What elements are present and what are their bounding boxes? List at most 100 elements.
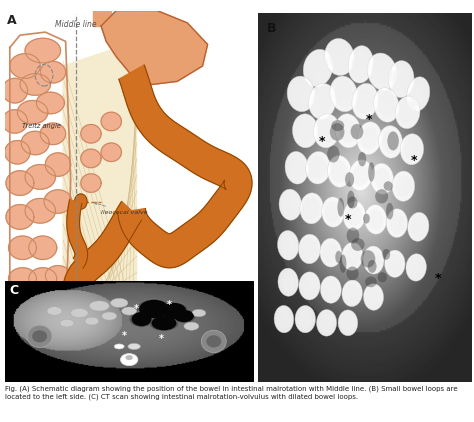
Ellipse shape [320, 276, 341, 303]
Ellipse shape [192, 309, 206, 316]
Ellipse shape [162, 303, 186, 319]
Ellipse shape [371, 163, 393, 195]
Ellipse shape [367, 53, 397, 90]
Ellipse shape [346, 267, 359, 280]
Ellipse shape [365, 276, 377, 287]
Ellipse shape [349, 160, 373, 191]
Ellipse shape [347, 196, 357, 208]
Ellipse shape [389, 61, 414, 97]
Text: *: * [345, 213, 351, 226]
Ellipse shape [330, 123, 345, 141]
Ellipse shape [303, 49, 333, 87]
Ellipse shape [283, 194, 298, 216]
Text: *: * [319, 135, 326, 149]
Polygon shape [10, 293, 35, 313]
Ellipse shape [374, 168, 390, 190]
Ellipse shape [274, 306, 294, 333]
Ellipse shape [365, 205, 387, 234]
Ellipse shape [341, 314, 355, 332]
Polygon shape [101, 143, 121, 162]
Ellipse shape [302, 238, 317, 260]
Ellipse shape [345, 246, 360, 266]
Ellipse shape [368, 209, 383, 230]
Ellipse shape [345, 172, 354, 187]
Ellipse shape [320, 238, 342, 267]
Polygon shape [44, 190, 72, 213]
Ellipse shape [313, 114, 340, 148]
Text: Fig. (A) Schematic diagram showing the position of the bowel in intestinal malro: Fig. (A) Schematic diagram showing the p… [5, 386, 457, 400]
Polygon shape [29, 236, 57, 260]
Ellipse shape [278, 230, 299, 260]
Ellipse shape [392, 171, 415, 201]
Ellipse shape [378, 272, 387, 282]
Polygon shape [18, 100, 48, 124]
Polygon shape [118, 65, 252, 268]
Ellipse shape [352, 51, 370, 78]
Ellipse shape [279, 189, 301, 220]
Ellipse shape [330, 76, 357, 112]
Ellipse shape [395, 176, 411, 197]
Ellipse shape [334, 81, 353, 106]
Ellipse shape [47, 307, 62, 315]
Ellipse shape [302, 276, 317, 296]
Text: Ileocecal valve: Ileocecal valve [94, 202, 148, 215]
Ellipse shape [308, 55, 328, 81]
Ellipse shape [299, 234, 320, 264]
Ellipse shape [114, 344, 124, 349]
Polygon shape [81, 149, 101, 168]
Text: B: B [267, 22, 276, 35]
Ellipse shape [363, 246, 384, 274]
Ellipse shape [139, 300, 169, 318]
Ellipse shape [372, 59, 392, 85]
Ellipse shape [149, 315, 179, 331]
Text: Middle line: Middle line [55, 20, 97, 29]
Ellipse shape [122, 307, 137, 315]
Ellipse shape [126, 355, 133, 360]
Polygon shape [46, 153, 71, 176]
Text: *: * [366, 113, 373, 126]
Text: *: * [166, 300, 172, 310]
Ellipse shape [406, 254, 427, 281]
Ellipse shape [347, 191, 355, 208]
Polygon shape [29, 268, 57, 289]
Polygon shape [25, 198, 55, 223]
Text: *: * [411, 154, 417, 167]
Ellipse shape [85, 317, 99, 325]
Ellipse shape [335, 251, 342, 263]
Ellipse shape [343, 201, 365, 230]
Ellipse shape [60, 319, 74, 327]
Ellipse shape [384, 250, 405, 277]
Ellipse shape [358, 152, 366, 166]
Polygon shape [2, 78, 27, 103]
Ellipse shape [387, 131, 399, 151]
Polygon shape [63, 201, 141, 324]
Polygon shape [36, 92, 64, 114]
Ellipse shape [278, 268, 299, 296]
Polygon shape [2, 110, 27, 133]
Text: A: A [7, 14, 17, 27]
Ellipse shape [322, 197, 344, 227]
Ellipse shape [331, 160, 348, 183]
Ellipse shape [408, 212, 429, 241]
Ellipse shape [172, 309, 196, 323]
Ellipse shape [132, 312, 152, 326]
Ellipse shape [142, 303, 156, 309]
Polygon shape [9, 268, 36, 289]
Polygon shape [25, 38, 61, 63]
Text: C: C [9, 284, 19, 297]
Ellipse shape [337, 198, 344, 217]
Circle shape [74, 194, 87, 209]
Ellipse shape [368, 260, 376, 273]
Ellipse shape [392, 66, 410, 92]
Ellipse shape [364, 284, 383, 310]
Ellipse shape [206, 335, 221, 347]
Polygon shape [9, 236, 36, 260]
Ellipse shape [361, 250, 375, 268]
Ellipse shape [409, 258, 423, 277]
Ellipse shape [383, 181, 393, 191]
Ellipse shape [310, 157, 327, 179]
Ellipse shape [110, 298, 128, 308]
Ellipse shape [159, 302, 189, 320]
Ellipse shape [410, 82, 426, 106]
Ellipse shape [324, 280, 338, 299]
